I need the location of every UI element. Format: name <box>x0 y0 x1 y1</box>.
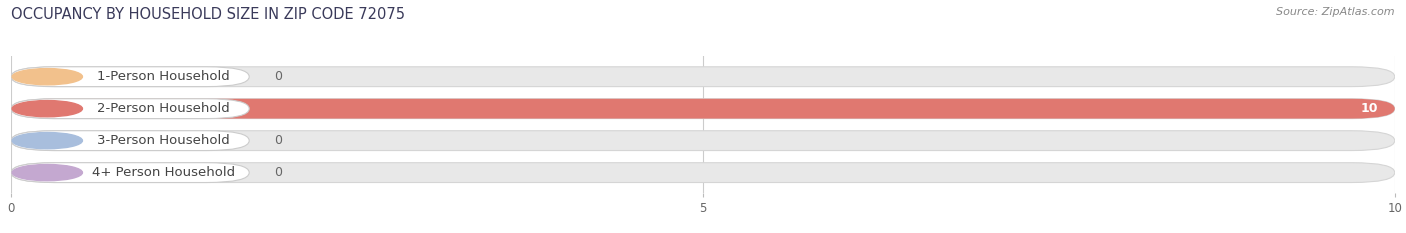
Text: 4+ Person Household: 4+ Person Household <box>91 166 235 179</box>
Circle shape <box>13 101 83 117</box>
Text: 2-Person Household: 2-Person Household <box>97 102 229 115</box>
FancyBboxPatch shape <box>11 67 249 87</box>
Text: 0: 0 <box>274 166 283 179</box>
Circle shape <box>13 69 83 85</box>
FancyBboxPatch shape <box>11 131 1395 151</box>
FancyBboxPatch shape <box>11 131 249 151</box>
Text: 3-Person Household: 3-Person Household <box>97 134 229 147</box>
Text: 1-Person Household: 1-Person Household <box>97 70 229 83</box>
FancyBboxPatch shape <box>11 99 1395 119</box>
FancyBboxPatch shape <box>11 99 249 119</box>
FancyBboxPatch shape <box>11 67 1395 87</box>
Text: OCCUPANCY BY HOUSEHOLD SIZE IN ZIP CODE 72075: OCCUPANCY BY HOUSEHOLD SIZE IN ZIP CODE … <box>11 7 405 22</box>
FancyBboxPatch shape <box>11 163 249 182</box>
FancyBboxPatch shape <box>11 163 1395 182</box>
FancyBboxPatch shape <box>11 99 1395 119</box>
Text: 10: 10 <box>1361 102 1378 115</box>
Circle shape <box>13 133 83 149</box>
Text: 0: 0 <box>274 70 283 83</box>
Text: Source: ZipAtlas.com: Source: ZipAtlas.com <box>1277 7 1395 17</box>
Circle shape <box>13 164 83 181</box>
Text: 0: 0 <box>274 134 283 147</box>
